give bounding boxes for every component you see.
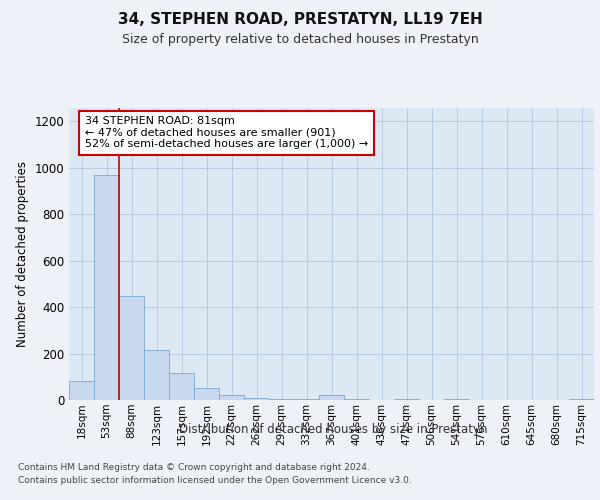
Text: Size of property relative to detached houses in Prestatyn: Size of property relative to detached ho… [122,32,478,46]
Bar [169,374,194,400]
Bar [219,395,244,400]
Text: 34 STEPHEN ROAD: 81sqm
← 47% of detached houses are smaller (901)
52% of semi-de: 34 STEPHEN ROAD: 81sqm ← 47% of detached… [85,116,368,150]
Text: 34, STEPHEN ROAD, PRESTATYN, LL19 7EH: 34, STEPHEN ROAD, PRESTATYN, LL19 7EH [118,12,482,28]
Bar [144,350,169,400]
Text: Contains public sector information licensed under the Open Government Licence v3: Contains public sector information licen… [18,476,412,485]
Y-axis label: Number of detached properties: Number of detached properties [16,161,29,347]
Bar [119,296,144,400]
Text: Distribution of detached houses by size in Prestatyn: Distribution of detached houses by size … [179,422,487,436]
Bar [194,388,219,400]
Bar [244,398,269,400]
Bar [269,399,294,400]
Bar [394,399,419,400]
Text: Contains HM Land Registry data © Crown copyright and database right 2024.: Contains HM Land Registry data © Crown c… [18,462,370,471]
Bar [319,396,344,400]
Bar [69,382,94,400]
Bar [94,175,119,400]
Bar [344,399,369,400]
